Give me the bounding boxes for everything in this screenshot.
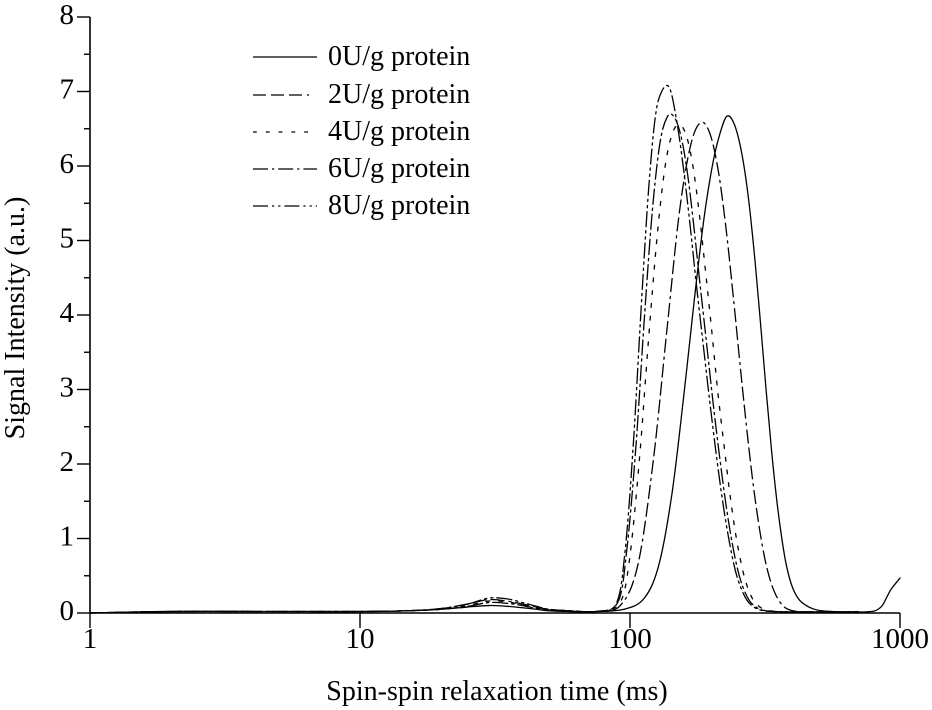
svg-text:0: 0 (60, 595, 75, 627)
svg-text:4U/g protein: 4U/g protein (328, 116, 470, 147)
svg-text:0U/g protein: 0U/g protein (328, 41, 470, 72)
svg-text:100: 100 (608, 623, 652, 655)
svg-text:1: 1 (60, 521, 75, 553)
svg-text:8U/g protein: 8U/g protein (328, 190, 470, 221)
svg-text:Spin-spin relaxation time (ms): Spin-spin relaxation time (ms) (326, 676, 667, 707)
svg-text:1: 1 (83, 623, 98, 655)
svg-text:1000: 1000 (871, 623, 929, 655)
svg-text:10: 10 (346, 623, 375, 655)
svg-text:4: 4 (60, 297, 75, 329)
svg-text:8: 8 (60, 0, 75, 31)
svg-text:2U/g protein: 2U/g protein (328, 79, 470, 110)
svg-text:Signal Intensity (a.u.): Signal Intensity (a.u.) (0, 197, 31, 440)
svg-text:2: 2 (60, 446, 75, 478)
svg-text:7: 7 (60, 74, 75, 106)
svg-text:6: 6 (60, 148, 75, 180)
svg-text:6U/g protein: 6U/g protein (328, 153, 470, 184)
svg-text:3: 3 (60, 372, 75, 404)
svg-text:5: 5 (60, 223, 75, 255)
